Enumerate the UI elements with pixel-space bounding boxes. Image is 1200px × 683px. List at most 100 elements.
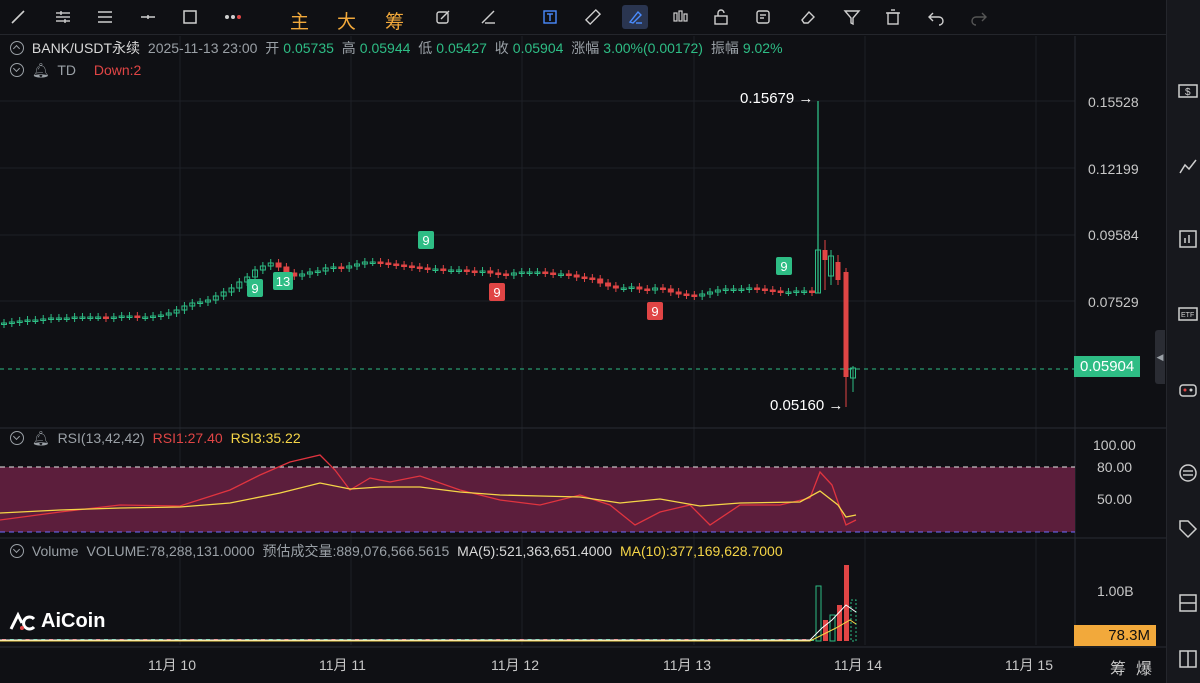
- candle-body: [401, 264, 408, 267]
- candle-body: [801, 290, 808, 293]
- candle-body: [738, 288, 745, 291]
- collapse-toggle-icon[interactable]: [10, 544, 24, 558]
- candle-body: [87, 316, 94, 319]
- candle-body: [714, 289, 721, 293]
- candle-body: [597, 278, 604, 284]
- etf-icon[interactable]: ETF: [1177, 303, 1199, 325]
- td-marker: [776, 257, 792, 275]
- rsi-legend: 🔔︎ RSI(13,42,42) RSI1:27.40 RSI3:35.22: [10, 430, 305, 447]
- liquidation-button[interactable]: 爆: [1136, 661, 1153, 678]
- layout-icon[interactable]: [1177, 592, 1199, 614]
- money-icon[interactable]: $: [1177, 80, 1199, 102]
- candle-body: [24, 319, 31, 322]
- tag-icon[interactable]: [1177, 518, 1199, 540]
- line-tool-icon[interactable]: [5, 5, 31, 29]
- candle-body: [95, 316, 102, 319]
- candle-body: [63, 317, 70, 320]
- current-price-tag: 0.05904: [1074, 356, 1141, 377]
- td-value: Down:2: [93, 62, 142, 78]
- collapse-toggle-icon[interactable]: [10, 431, 24, 445]
- time-axis-label: 11月 13: [663, 657, 711, 673]
- candle-body: [542, 271, 549, 274]
- stats-icon[interactable]: [1177, 228, 1199, 250]
- candlestick-chart[interactable]: 9 13 9 9 9 9: [0, 0, 1166, 683]
- more-icon[interactable]: [220, 5, 246, 29]
- candle-body: [589, 277, 596, 280]
- candle-body: [299, 273, 306, 277]
- candle-body: [573, 274, 580, 278]
- candle-body: [267, 262, 274, 267]
- collapse-toggle-icon[interactable]: [10, 63, 24, 77]
- candle-body: [487, 270, 494, 274]
- candle-body: [134, 315, 141, 318]
- candle-body: [40, 318, 47, 321]
- time-axis-label: 11月 10: [148, 657, 196, 673]
- rsi-axis-label: 80.00: [1097, 459, 1133, 475]
- filter-icon[interactable]: [839, 5, 865, 29]
- candle-body: [48, 317, 55, 320]
- edit-note-icon[interactable]: [430, 5, 456, 29]
- parallel-lines-icon[interactable]: [50, 5, 76, 29]
- candle-body: [275, 262, 282, 268]
- candle-body: [707, 291, 714, 295]
- candle-body: [843, 272, 849, 377]
- candle-body: [369, 261, 376, 264]
- td-marker-label: 9: [651, 304, 658, 319]
- candle-body: [550, 272, 557, 275]
- rsi3-line: [0, 482, 857, 518]
- candle-body: [314, 270, 321, 273]
- candle-body: [822, 250, 828, 260]
- td-marker: [647, 302, 663, 320]
- lock-icon[interactable]: [708, 5, 734, 29]
- td-marker: [418, 231, 434, 249]
- bar-chart-icon[interactable]: [1177, 155, 1199, 177]
- volume-bar: [844, 565, 849, 641]
- candles-icon[interactable]: [667, 5, 693, 29]
- right-side-rail: $ ETF: [1166, 0, 1200, 683]
- robot-icon[interactable]: [1177, 378, 1199, 400]
- change-value: 3.00%(0.00172): [603, 40, 703, 56]
- price-axis-label: 0.09584: [1088, 227, 1139, 243]
- eraser-icon[interactable]: [795, 5, 821, 29]
- ruler-draw-icon[interactable]: [475, 5, 501, 29]
- horizontal-line-icon[interactable]: [135, 5, 161, 29]
- open-value: 0.05735: [283, 40, 334, 56]
- bell-icon[interactable]: 🔔︎: [31, 62, 50, 78]
- bell-icon[interactable]: 🔔︎: [31, 430, 50, 446]
- collapse-toggle-icon[interactable]: [10, 41, 24, 55]
- grid-icon[interactable]: [1177, 648, 1199, 670]
- measure-ruler-icon[interactable]: [580, 5, 606, 29]
- rectangle-icon[interactable]: [177, 5, 203, 29]
- candle-body: [1, 322, 7, 325]
- candle-body: [699, 293, 706, 297]
- candle-body: [228, 287, 235, 293]
- menu-lines-icon[interactable]: [92, 5, 118, 29]
- candle-body: [55, 317, 62, 320]
- big-order-button[interactable]: 大: [337, 11, 357, 33]
- drawing-toolbar: 主 大 筹: [0, 0, 1166, 35]
- redo-icon[interactable]: [966, 5, 992, 29]
- candle-body: [173, 309, 180, 314]
- candle-body: [659, 287, 666, 290]
- candle-body: [432, 268, 439, 271]
- candle-body: [142, 316, 149, 319]
- chips-button[interactable]: 筹: [1110, 661, 1127, 678]
- trash-icon[interactable]: [880, 5, 906, 29]
- price-axis-label: 0.15528: [1088, 94, 1139, 110]
- low-label: 低: [418, 40, 433, 56]
- candle-body: [557, 273, 564, 276]
- high-annotation-value: 0.15679: [740, 90, 795, 107]
- candle-body: [777, 290, 784, 293]
- candle-body: [408, 265, 415, 268]
- note-edit-icon[interactable]: [751, 5, 777, 29]
- candle-body: [722, 288, 729, 291]
- main-indicator-button[interactable]: 主: [290, 11, 310, 33]
- candle-body: [330, 266, 337, 269]
- collapse-panel-button[interactable]: ◀: [1155, 330, 1165, 384]
- exchange-icon[interactable]: [1177, 462, 1199, 484]
- undo-icon[interactable]: [923, 5, 949, 29]
- magnet-draw-icon[interactable]: [622, 5, 648, 29]
- text-tool-icon[interactable]: [538, 5, 564, 29]
- chip-distribution-button[interactable]: 筹: [385, 11, 405, 33]
- time-axis-label: 11月 15: [1005, 657, 1053, 673]
